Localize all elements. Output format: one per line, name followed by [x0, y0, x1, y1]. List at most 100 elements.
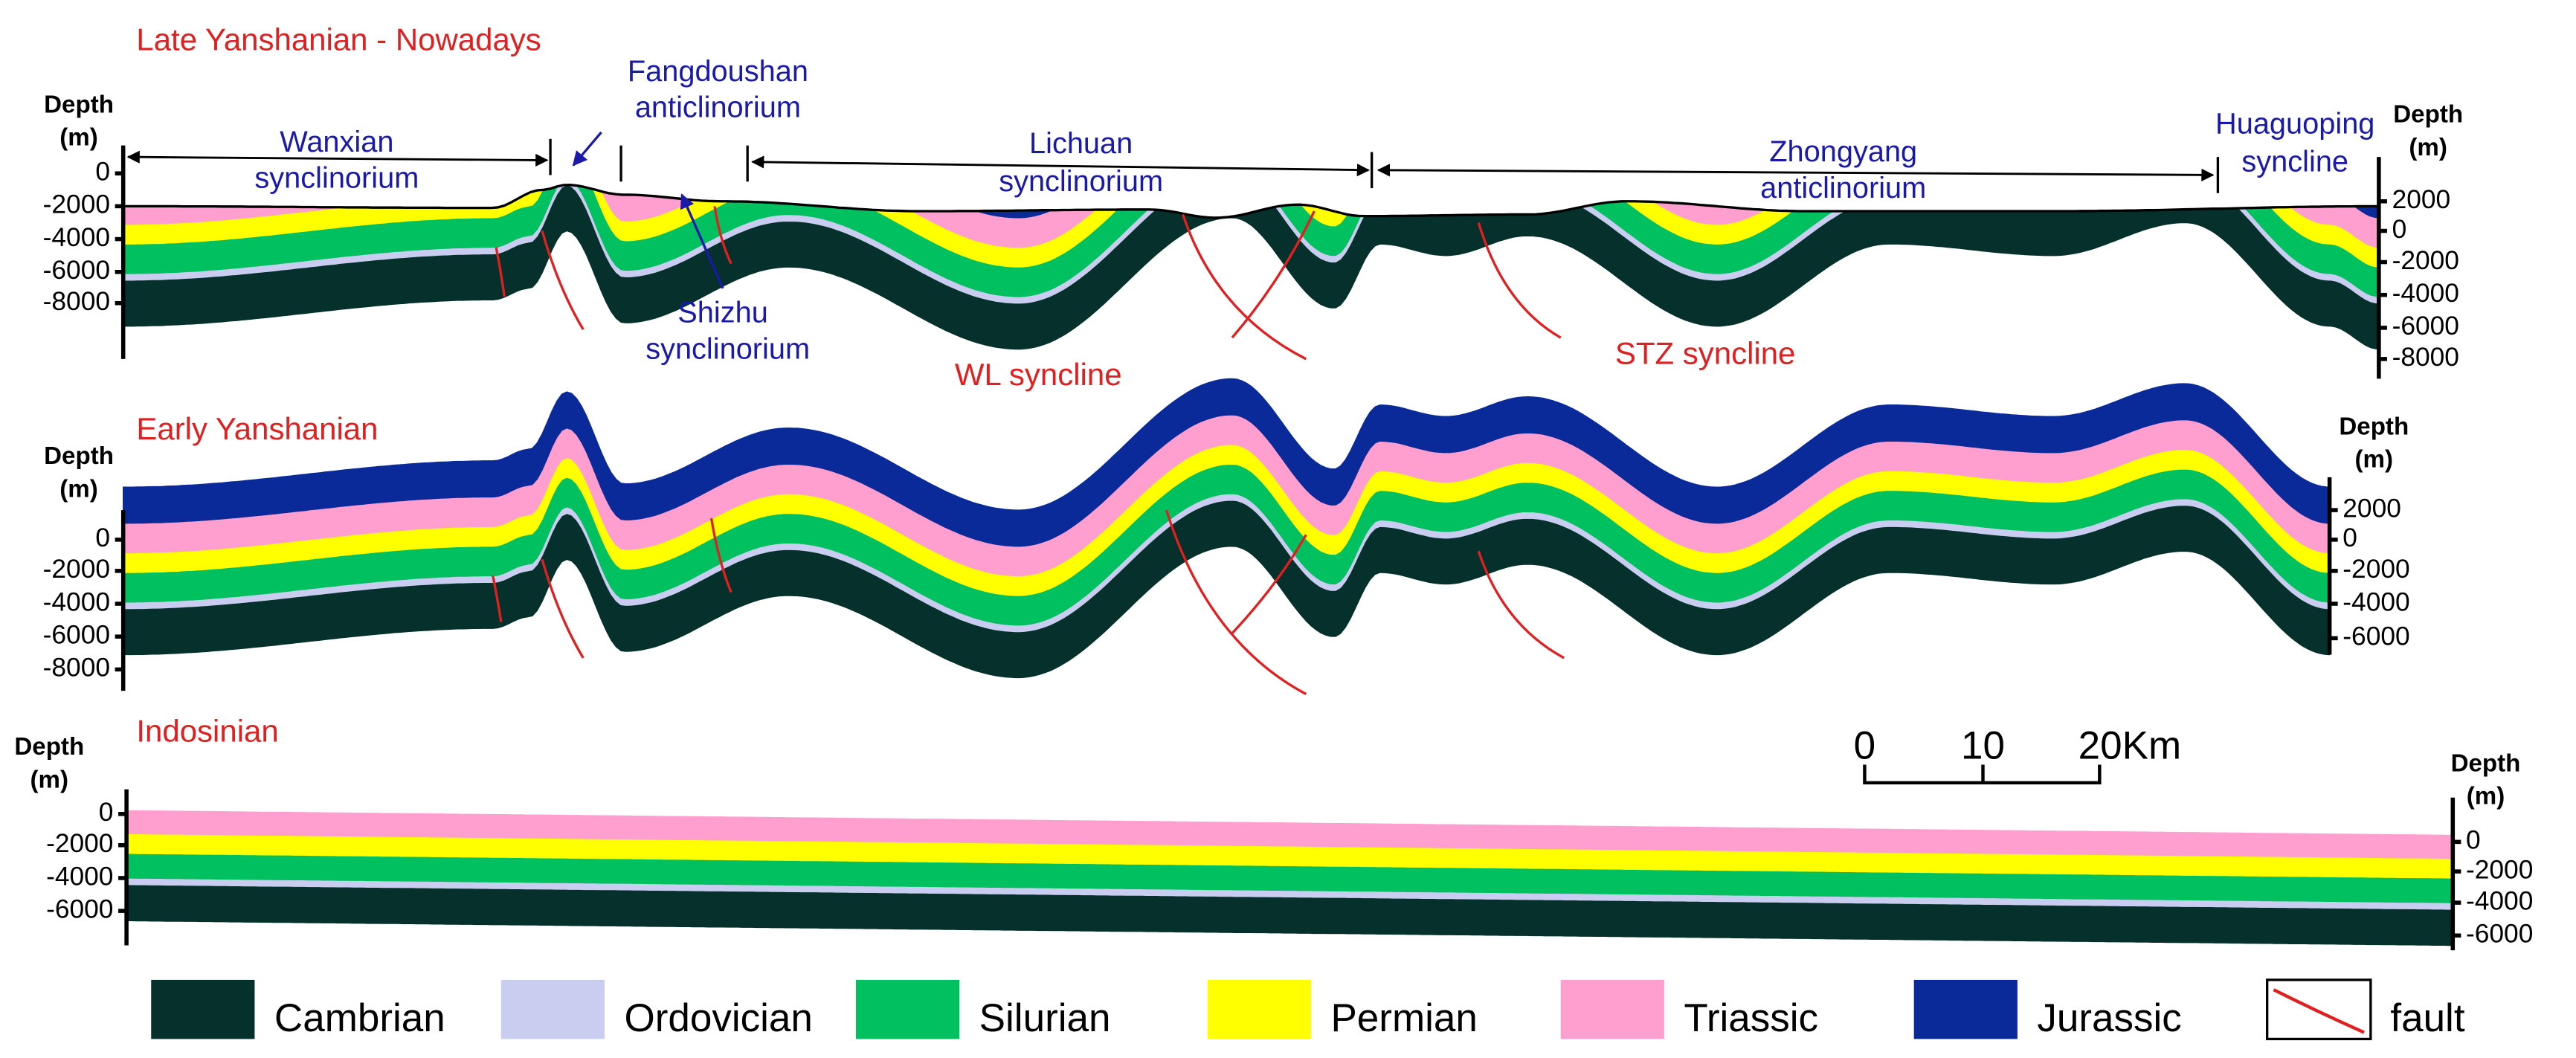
legend-label: fault — [2390, 996, 2464, 1040]
scale-bar: 0 10 20Km — [1854, 723, 2182, 785]
tick-label: -4000 — [2392, 279, 2459, 308]
pointer — [680, 193, 724, 289]
axis-label: (m) — [2355, 446, 2394, 474]
stratum — [123, 184, 2379, 219]
legend-swatch — [1560, 979, 1664, 1039]
axes: 0-2000-4000-6000-8000Depth(m)20000-2000-… — [14, 91, 2533, 951]
tick-label: -4000 — [2466, 886, 2533, 915]
tick-label: 2000 — [2392, 185, 2451, 214]
tick-label: 2000 — [2342, 494, 2401, 523]
tick-label: -2000 — [46, 829, 113, 858]
axis-label: (m) — [2467, 782, 2505, 810]
topography — [123, 184, 2377, 219]
tick-label: 0 — [99, 798, 114, 827]
axis-label: (m) — [59, 124, 98, 152]
annotation: WL syncline — [955, 357, 1122, 392]
legend-label: Triassic — [1684, 996, 1818, 1040]
annotation: Lichuan — [1029, 127, 1133, 160]
axis-label: Depth — [44, 91, 114, 118]
fault — [492, 575, 503, 622]
axis-label: Depth — [2339, 413, 2409, 440]
annotation: synclinorium — [999, 165, 1163, 198]
tick-label: -2000 — [2342, 555, 2409, 584]
arrow — [126, 150, 549, 167]
tick-label: -2000 — [43, 190, 110, 219]
tick-label: -2000 — [2466, 855, 2533, 884]
scale-line — [1863, 764, 2102, 785]
axis-label: (m) — [59, 475, 98, 503]
fault — [1165, 509, 1307, 695]
fault — [1231, 210, 1316, 339]
annotation: Wanxian — [280, 126, 393, 158]
tick-label: -8000 — [2392, 343, 2459, 372]
tick-label: 0 — [2466, 826, 2481, 855]
tick-label: -4000 — [46, 862, 113, 891]
fault — [1231, 534, 1307, 634]
fault — [495, 247, 506, 297]
legend-label: Jurassic — [2037, 996, 2181, 1040]
annotation: syncline — [2241, 145, 2348, 178]
arrow — [751, 155, 1370, 177]
strata — [123, 184, 2453, 946]
annotation: Fangdoushan — [628, 55, 808, 88]
legend-swatch — [151, 979, 255, 1039]
legend-swatch — [500, 979, 605, 1039]
legend-label: Silurian — [979, 996, 1111, 1040]
fault — [541, 230, 585, 330]
tick-label: 0 — [2392, 215, 2407, 244]
fault — [1477, 222, 1562, 339]
tick-label: -2000 — [2392, 246, 2459, 275]
legend-label: Ordovician — [624, 996, 812, 1040]
axis-label: Depth — [44, 442, 114, 470]
annotation: Huaguoping — [2215, 108, 2374, 141]
tick-label: 0 — [2342, 523, 2357, 552]
tick-label: -6000 — [46, 894, 113, 923]
panel-title: Early Yanshanian — [136, 411, 378, 446]
annotation: Shizhu — [677, 297, 768, 329]
tick-label: -8000 — [43, 654, 110, 683]
annotations: Wanxian synclinorium Fangdoushan anticli… — [254, 55, 2374, 392]
panel-title: Late Yanshanian - Nowadays — [136, 22, 541, 57]
fault — [1182, 213, 1307, 361]
annotation: STZ syncline — [1615, 336, 1796, 371]
legend-label: Permian — [1330, 996, 1477, 1040]
tick-label: -4000 — [43, 587, 110, 616]
tick-label: -6000 — [2392, 312, 2459, 341]
tick-label: -4000 — [2342, 587, 2409, 616]
tick-label: -6000 — [43, 256, 110, 285]
fault — [541, 558, 585, 659]
tick-label: -6000 — [43, 621, 110, 650]
scale-label: 10 — [1961, 723, 2005, 767]
tick-label: -4000 — [43, 223, 110, 252]
extent-arrows — [126, 131, 2220, 289]
scale-label: 20Km — [2078, 723, 2182, 767]
arrow — [1376, 164, 2215, 181]
scale-label: 0 — [1854, 723, 1876, 767]
tick-label: -6000 — [2466, 920, 2533, 949]
annotation: synclinorium — [645, 332, 810, 365]
tick-label: -2000 — [43, 555, 110, 584]
axis-label: Depth — [2393, 101, 2463, 129]
axis-label: Depth — [14, 733, 84, 761]
legend-swatch — [1207, 979, 1311, 1039]
legend: Cambrian Ordovician Silurian Permian Triassi… — [151, 978, 2465, 1040]
tick-label: -6000 — [2342, 622, 2409, 651]
tick-label: -8000 — [43, 287, 110, 316]
axis-label: (m) — [30, 766, 69, 793]
fault — [713, 206, 732, 265]
annotation: Zhongyang — [1769, 135, 1917, 168]
legend-label: Cambrian — [274, 996, 445, 1040]
panel-title: Indosinian — [136, 714, 278, 749]
tick-label: 0 — [95, 523, 110, 552]
fault — [709, 517, 732, 593]
legend-swatch — [2273, 988, 2365, 1034]
pointer — [572, 131, 602, 167]
fault — [1477, 550, 1565, 659]
legend-swatch — [855, 979, 960, 1039]
annotation: synclinorium — [254, 162, 419, 195]
tick-label: 0 — [95, 158, 110, 187]
annotation: anticlinorium — [1760, 172, 1926, 204]
axis-label: (m) — [2409, 134, 2447, 161]
